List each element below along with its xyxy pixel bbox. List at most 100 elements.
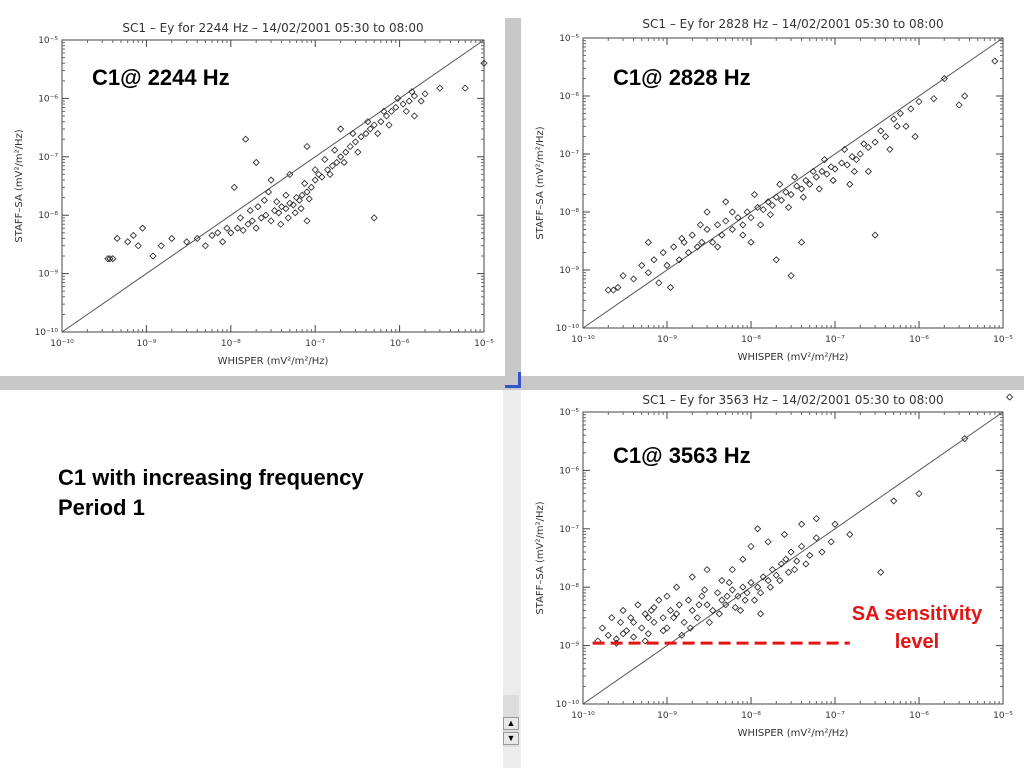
data-point xyxy=(848,153,856,161)
data-point xyxy=(366,125,374,133)
data-point xyxy=(703,566,711,574)
data-point xyxy=(410,112,419,120)
data-point xyxy=(124,238,132,246)
data-point xyxy=(311,176,319,184)
data-point xyxy=(417,97,425,105)
data-point xyxy=(659,627,667,635)
data-point xyxy=(768,566,777,574)
y-axis-label: STAFF–SA (mV²/m²/Hz) xyxy=(535,126,546,239)
data-point xyxy=(262,211,270,219)
y-tick-label: 10⁻⁸ xyxy=(38,211,58,221)
data-point xyxy=(370,214,378,222)
y-tick-label: 10⁻⁶ xyxy=(559,466,579,476)
data-point xyxy=(750,596,759,604)
data-point xyxy=(798,238,806,246)
y-axis-label: STAFF–SA (mV²/m²/Hz) xyxy=(535,501,546,614)
y-tick-label: 10⁻⁸ xyxy=(559,208,579,218)
data-point xyxy=(846,530,854,539)
data-point xyxy=(787,548,795,556)
lower-vertical-divider[interactable] xyxy=(503,390,521,768)
data-point xyxy=(698,238,706,246)
data-point xyxy=(644,238,652,246)
x-tick-label: 10⁻⁵ xyxy=(474,339,494,349)
data-point xyxy=(680,618,688,626)
data-point xyxy=(705,618,713,626)
data-point xyxy=(911,132,919,141)
data-point xyxy=(827,163,835,171)
data-point xyxy=(604,631,612,639)
data-point xyxy=(289,201,297,209)
data-point xyxy=(608,614,616,622)
data-point xyxy=(722,601,730,609)
data-point xyxy=(303,188,311,196)
data-point xyxy=(718,576,726,585)
scroll-down-button[interactable]: ▼ xyxy=(503,732,519,745)
data-point xyxy=(700,586,709,594)
data-point xyxy=(818,548,826,556)
x-tick-label: 10⁻⁶ xyxy=(909,335,929,345)
data-point xyxy=(436,84,444,92)
data-point xyxy=(678,234,686,243)
data-point xyxy=(871,231,879,239)
data-point xyxy=(754,203,762,211)
data-point xyxy=(678,631,686,639)
data-point xyxy=(655,279,663,287)
y-tick-label: 10⁻⁸ xyxy=(559,583,579,593)
data-point xyxy=(387,107,395,115)
data-point xyxy=(399,100,407,108)
data-point xyxy=(718,231,726,239)
horizontal-divider[interactable] xyxy=(0,376,1024,390)
y-tick-label: 10⁻¹⁰ xyxy=(35,328,59,338)
data-point xyxy=(315,170,323,178)
y-tick-label: 10⁻⁶ xyxy=(559,92,579,102)
data-point xyxy=(759,206,767,214)
data-point xyxy=(109,255,117,263)
vertical-divider[interactable] xyxy=(505,18,521,383)
data-point xyxy=(809,167,817,176)
data-point xyxy=(291,209,299,217)
data-point xyxy=(650,603,658,612)
data-point xyxy=(670,243,678,251)
data-point xyxy=(782,555,790,563)
data-point xyxy=(311,166,319,174)
scroll-up-button[interactable]: ▲ xyxy=(503,717,519,730)
plot-frame xyxy=(582,37,1004,329)
scrollbar[interactable]: ▲ ▼ xyxy=(503,695,519,747)
data-point xyxy=(318,173,326,181)
data-point xyxy=(739,221,747,229)
data-point xyxy=(270,207,279,215)
data-point xyxy=(638,624,646,632)
data-point xyxy=(718,596,726,604)
y-tick-label: 10⁻⁹ xyxy=(559,266,579,276)
data-point xyxy=(930,95,938,103)
data-point xyxy=(278,203,286,211)
y-tick-label: 10⁻⁵ xyxy=(559,34,579,44)
data-point xyxy=(277,220,285,228)
data-point xyxy=(193,234,201,243)
data-point xyxy=(257,214,265,222)
plot-frame xyxy=(582,411,1004,705)
data-point xyxy=(747,579,755,587)
y-tick-label: 10⁻⁷ xyxy=(38,153,58,163)
y-tick-label: 10⁻⁷ xyxy=(559,525,579,535)
data-point xyxy=(227,229,235,237)
data-point xyxy=(846,180,854,188)
data-point xyxy=(860,140,868,148)
data-point xyxy=(739,583,747,591)
data-point xyxy=(688,573,696,581)
data-point xyxy=(820,156,829,164)
data-point xyxy=(728,566,736,574)
data-point xyxy=(686,624,694,632)
data-point xyxy=(798,542,806,550)
x-tick-label: 10⁻⁵ xyxy=(993,335,1013,345)
data-point xyxy=(843,161,851,169)
data-point xyxy=(722,198,730,206)
data-point xyxy=(882,132,890,141)
data-point xyxy=(666,606,675,615)
data-point xyxy=(750,190,759,199)
data-point xyxy=(793,557,801,565)
data-point xyxy=(284,214,292,222)
plot-window-2828: SC1 – Ey for 2828 Hz – 14/02/2001 05:30 … xyxy=(521,10,1024,376)
data-point xyxy=(321,155,329,164)
data-point xyxy=(757,589,765,597)
